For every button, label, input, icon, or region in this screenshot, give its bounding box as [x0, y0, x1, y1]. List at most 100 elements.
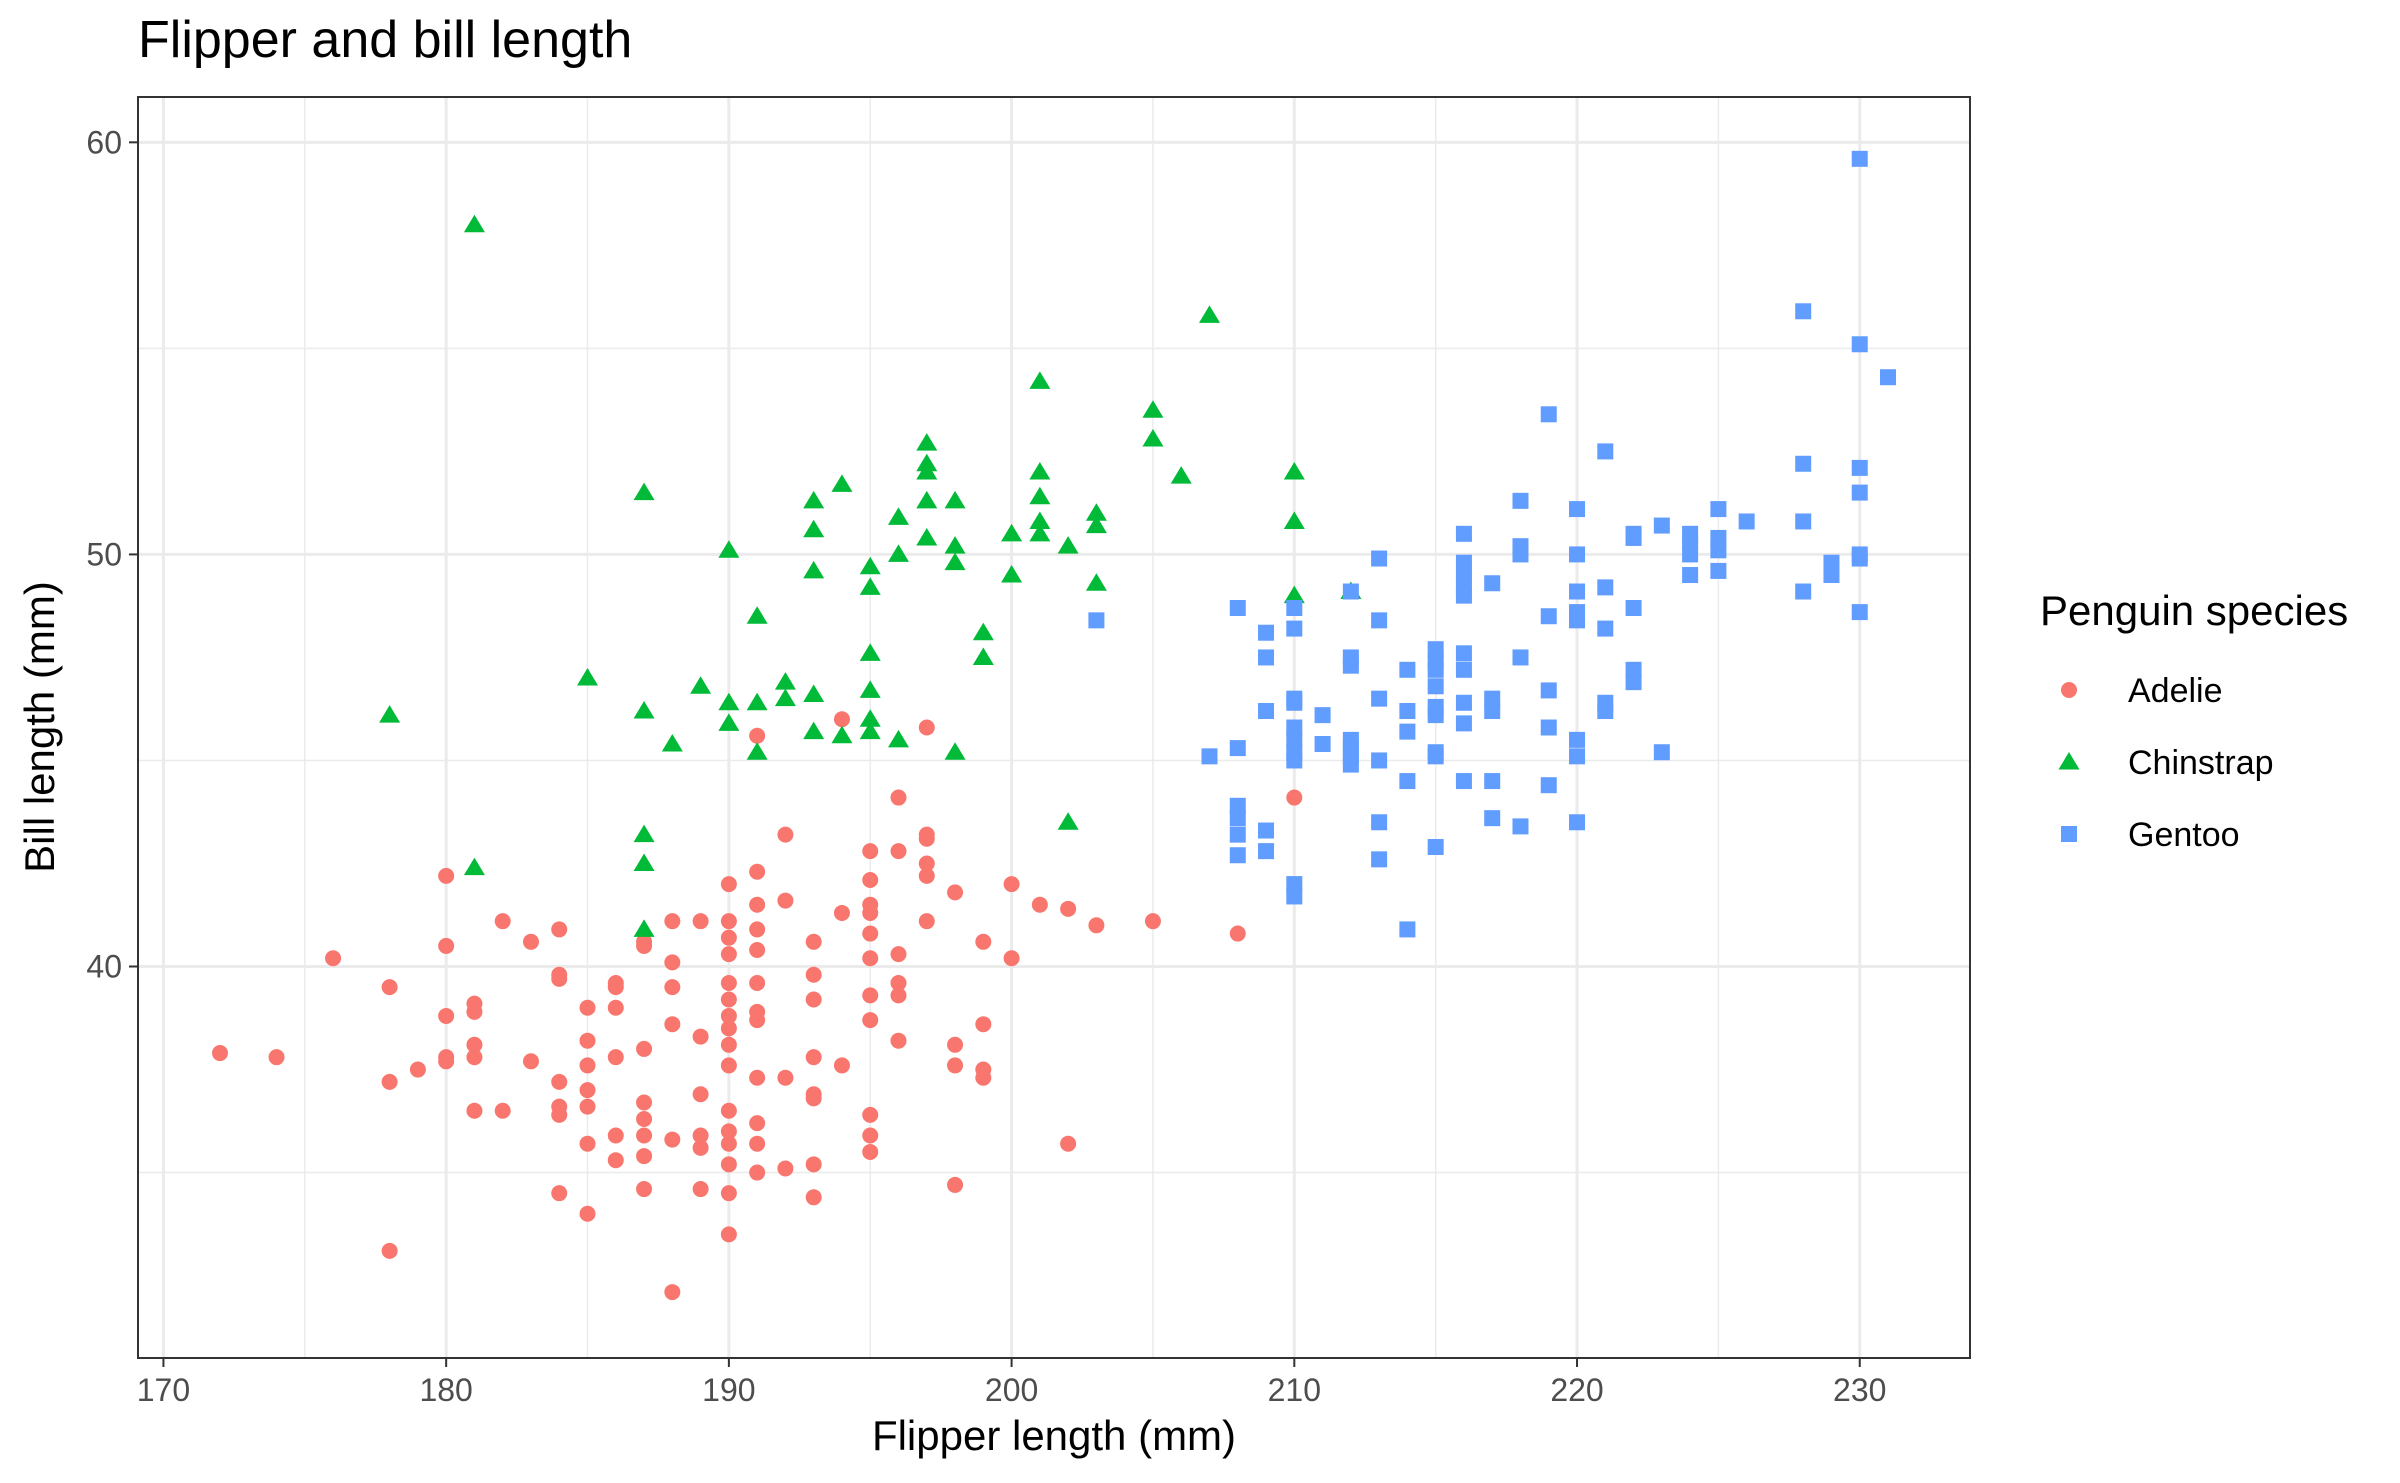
- adelie-point: [720, 1135, 737, 1152]
- gentoo-point: [1342, 731, 1359, 748]
- chinstrap-point: [803, 684, 825, 703]
- gentoo-point: [1653, 744, 1670, 761]
- gentoo-point: [1625, 599, 1642, 616]
- adelie-point: [466, 1049, 483, 1066]
- chinstrap-point: [1142, 400, 1164, 418]
- chinstrap-point: [803, 721, 825, 740]
- gentoo-point: [1371, 752, 1388, 769]
- gentoo-point: [1455, 525, 1472, 542]
- gentoo-point: [1427, 678, 1444, 695]
- gentoo-point: [1314, 707, 1331, 724]
- gentoo-point: [1625, 525, 1642, 542]
- gentoo-point: [1851, 604, 1868, 621]
- chinstrap-point: [944, 490, 966, 509]
- gentoo-point: [1484, 810, 1501, 827]
- adelie-point: [720, 1036, 737, 1053]
- adelie-point: [551, 966, 568, 983]
- gentoo-point: [1851, 459, 1868, 476]
- adelie-point: [749, 727, 766, 744]
- gentoo-point: [1569, 546, 1586, 563]
- gentoo-point: [1286, 690, 1303, 707]
- chinstrap-point: [859, 721, 881, 740]
- gentoo-point: [1540, 608, 1557, 625]
- adelie-point: [636, 1110, 653, 1127]
- gentoo-point: [1569, 583, 1586, 600]
- adelie-point: [720, 913, 737, 930]
- adelie-point: [211, 1045, 228, 1062]
- chinstrap-point: [1198, 305, 1220, 323]
- adelie-point: [579, 1135, 596, 1152]
- adelie-point: [890, 1032, 907, 1049]
- adelie-point: [1088, 917, 1105, 934]
- adelie-point: [777, 1069, 794, 1086]
- adelie-point: [749, 1135, 766, 1152]
- gentoo-point: [1738, 513, 1755, 530]
- adelie-point: [720, 946, 737, 963]
- series-adelie: [211, 711, 1303, 1301]
- adelie-point: [833, 904, 850, 921]
- adelie-point: [1031, 896, 1048, 913]
- gentoo-point: [1229, 810, 1246, 827]
- gentoo-point: [1540, 682, 1557, 699]
- gentoo-point: [1088, 612, 1105, 629]
- adelie-point: [636, 1094, 653, 1111]
- gentoo-point: [1455, 567, 1472, 584]
- gentoo-point: [1258, 624, 1275, 641]
- plot-panel-border: [137, 96, 1971, 1359]
- gentoo-point: [1540, 406, 1557, 423]
- gentoo-point: [1484, 690, 1501, 707]
- adelie-point: [947, 1036, 964, 1053]
- adelie-point: [636, 1181, 653, 1198]
- gentoo-point: [1229, 847, 1246, 864]
- adelie-point: [607, 1152, 624, 1169]
- gentoo-point: [1795, 583, 1812, 600]
- adelie-point: [1229, 925, 1246, 942]
- gentoo-point: [1455, 579, 1472, 596]
- adelie-point: [720, 929, 737, 946]
- adelie-point: [1003, 876, 1020, 893]
- gentoo-point: [1455, 645, 1472, 662]
- gentoo-point: [1597, 694, 1614, 711]
- x-tick-label: 210: [1268, 1372, 1321, 1408]
- adelie-point: [664, 954, 681, 971]
- x-tick-label: 200: [985, 1372, 1038, 1408]
- x-tick-label: 230: [1833, 1372, 1886, 1408]
- x-tick-label: 170: [137, 1372, 190, 1408]
- gentoo-point: [1229, 740, 1246, 757]
- gentoo-point: [1851, 150, 1868, 167]
- adelie-point: [890, 789, 907, 806]
- adelie-point: [975, 933, 992, 950]
- chinstrap-point: [1001, 523, 1023, 542]
- gentoo-point: [1540, 719, 1557, 736]
- adelie-point: [551, 921, 568, 938]
- adelie-point: [438, 1053, 455, 1070]
- chinstrap-point: [1029, 486, 1051, 505]
- adelie-point: [890, 974, 907, 991]
- adelie-point: [720, 1007, 737, 1024]
- chinstrap-point: [803, 519, 825, 538]
- adelie-point: [579, 999, 596, 1016]
- gentoo-point: [1569, 748, 1586, 765]
- chinstrap-point: [774, 672, 796, 690]
- gentoo-point: [1286, 599, 1303, 616]
- gentoo-point: [1851, 336, 1868, 353]
- chinstrap-point: [1085, 573, 1107, 591]
- adelie-point: [636, 933, 653, 950]
- gentoo-point: [1597, 620, 1614, 637]
- chinstrap-point: [746, 692, 768, 711]
- adelie-point: [833, 711, 850, 728]
- adelie-point: [862, 896, 879, 913]
- adelie-point: [890, 946, 907, 963]
- gentoo-point: [1795, 303, 1812, 320]
- adelie-point: [1060, 1135, 1077, 1152]
- legend-label: Gentoo: [2128, 816, 2240, 854]
- chinstrap-point: [803, 560, 825, 579]
- adelie-point: [749, 921, 766, 938]
- adelie-point: [494, 1102, 511, 1119]
- adelie-point: [381, 1073, 398, 1090]
- gentoo-point: [1427, 653, 1444, 670]
- chinstrap-point: [944, 742, 966, 760]
- adelie-point: [918, 867, 935, 884]
- gentoo-point: [1597, 443, 1614, 460]
